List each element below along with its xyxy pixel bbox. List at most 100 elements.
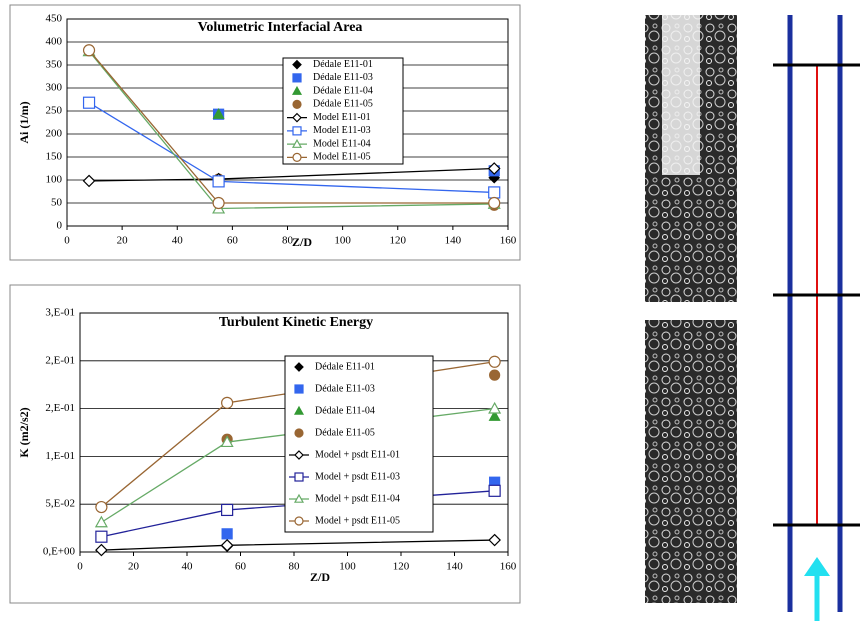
marker bbox=[212, 107, 225, 119]
legend-label: Dédale E11-03 bbox=[315, 383, 375, 394]
x-tick-label: 80 bbox=[282, 235, 294, 247]
x-tick-label: 160 bbox=[500, 235, 517, 247]
x-tick-label: 140 bbox=[446, 561, 463, 573]
legend-label: Dédale E11-04 bbox=[315, 405, 375, 416]
legend-label: Model E11-05 bbox=[313, 152, 371, 163]
photos bbox=[645, 15, 737, 603]
legend-label: Dédale E11-01 bbox=[315, 361, 375, 372]
bubble-photo bbox=[645, 320, 737, 603]
x-tick-label: 100 bbox=[339, 561, 356, 573]
y-axis-label: Ai (1/m) bbox=[17, 101, 31, 143]
marker bbox=[82, 96, 96, 109]
chart-title: Volumetric Interfacial Area bbox=[198, 20, 363, 35]
y-tick-label: 450 bbox=[46, 13, 63, 25]
y-tick-label: 350 bbox=[46, 59, 63, 71]
legend-box bbox=[284, 355, 434, 533]
marker bbox=[94, 515, 108, 528]
y-tick-label: 1,E-01 bbox=[45, 450, 75, 462]
y-axis-label: K (m2/s2) bbox=[17, 407, 31, 457]
chart: 0,E+00 5,E-02 1,E-01 2,E-01 2,E-01 3,E-01 0 20 4… bbox=[9, 284, 521, 604]
marker bbox=[488, 355, 501, 368]
plot-area bbox=[66, 18, 509, 227]
marker bbox=[95, 500, 108, 514]
y-tick-label: 3,E-01 bbox=[45, 307, 75, 319]
legend-label: Model E11-03 bbox=[313, 125, 371, 136]
x-tick-label: 120 bbox=[390, 235, 407, 247]
x-tick-label: 40 bbox=[172, 235, 184, 247]
legend: Dédale E11-01 Dédale E11-03 Dédale E11-04 D… bbox=[284, 355, 434, 533]
legend-label: Model + psdt E11-03 bbox=[315, 471, 400, 482]
y-tick-label: 5,E-02 bbox=[45, 498, 75, 510]
chart: 0 50 100 150 200 250 300 350 400 450 0 20 40 60 80 100 1… bbox=[9, 4, 521, 261]
legend-marker bbox=[294, 362, 304, 372]
legend-marker bbox=[292, 99, 302, 109]
marker bbox=[82, 174, 96, 188]
legend-marker bbox=[291, 85, 303, 95]
y-tick-label: 0,E+00 bbox=[43, 546, 76, 558]
marker bbox=[82, 44, 96, 57]
legend: Dédale E11-01 Dédale E11-03 Dédale E11-04 D… bbox=[282, 57, 404, 165]
legend-marker bbox=[294, 384, 304, 394]
chart-title: Turbulent Kinetic Energy bbox=[219, 315, 373, 330]
legend-marker bbox=[292, 126, 302, 136]
legend-marker bbox=[294, 428, 304, 438]
x-tick-label: 0 bbox=[77, 561, 83, 573]
legend-marker bbox=[293, 493, 305, 503]
legend-label: Model + psdt E11-01 bbox=[315, 449, 400, 460]
legend-marker bbox=[294, 472, 304, 482]
plot-area bbox=[79, 312, 509, 553]
y-tick-label: 250 bbox=[46, 105, 63, 117]
x-axis-label: Z/D bbox=[310, 570, 330, 584]
legend-marker bbox=[294, 516, 304, 526]
chart-frame bbox=[9, 284, 521, 604]
x-axis-label: Z/D bbox=[292, 235, 312, 249]
x-tick-label: 100 bbox=[334, 235, 351, 247]
legend-label: Dédale E11-05 bbox=[313, 99, 373, 110]
marker bbox=[95, 543, 108, 557]
y-tick-label: 400 bbox=[46, 36, 63, 48]
legend-marker bbox=[292, 152, 302, 162]
legend-marker bbox=[292, 112, 302, 123]
x-tick-label: 140 bbox=[445, 235, 462, 247]
marker bbox=[220, 435, 234, 448]
marker bbox=[488, 484, 501, 497]
marker bbox=[221, 503, 234, 517]
x-tick-label: 60 bbox=[227, 235, 239, 247]
marker bbox=[488, 186, 501, 199]
x-tick-label: 80 bbox=[289, 561, 301, 573]
marker bbox=[212, 196, 225, 210]
legend-label: Dédale E11-01 bbox=[313, 59, 373, 70]
chart-frame bbox=[9, 4, 521, 261]
x-tick-label: 20 bbox=[128, 561, 140, 573]
legend-label: Model + psdt E11-04 bbox=[315, 493, 400, 504]
legend-marker bbox=[293, 405, 305, 415]
legend-marker bbox=[292, 59, 302, 70]
flow-arrow-head bbox=[804, 557, 830, 576]
y-tick-label: 100 bbox=[46, 174, 63, 186]
marker bbox=[95, 530, 108, 543]
y-tick-label: 2,E-01 bbox=[45, 354, 75, 366]
marker bbox=[488, 401, 502, 414]
legend-label: Model E11-04 bbox=[313, 138, 371, 149]
x-tick-label: 60 bbox=[235, 561, 247, 573]
marker bbox=[487, 162, 501, 175]
marker bbox=[488, 196, 501, 210]
marker bbox=[488, 410, 501, 421]
x-tick-label: 160 bbox=[500, 561, 517, 573]
marker bbox=[220, 538, 234, 552]
legend-label: Model + psdt E11-05 bbox=[315, 515, 400, 526]
y-tick-label: 50 bbox=[51, 197, 63, 209]
legend-label: Dédale E11-05 bbox=[315, 427, 375, 438]
legend-label: Dédale E11-04 bbox=[313, 85, 373, 96]
legend-marker bbox=[294, 450, 304, 460]
marker bbox=[212, 175, 225, 188]
legend-box bbox=[282, 57, 404, 165]
x-tick-label: 20 bbox=[117, 235, 129, 247]
y-tick-label: 300 bbox=[46, 82, 63, 94]
y-tick-label: 0 bbox=[57, 220, 63, 232]
legend-label: Model E11-01 bbox=[313, 112, 371, 123]
x-tick-label: 120 bbox=[393, 561, 410, 573]
photo-core bbox=[662, 15, 700, 175]
pipe-diagram bbox=[773, 15, 860, 621]
